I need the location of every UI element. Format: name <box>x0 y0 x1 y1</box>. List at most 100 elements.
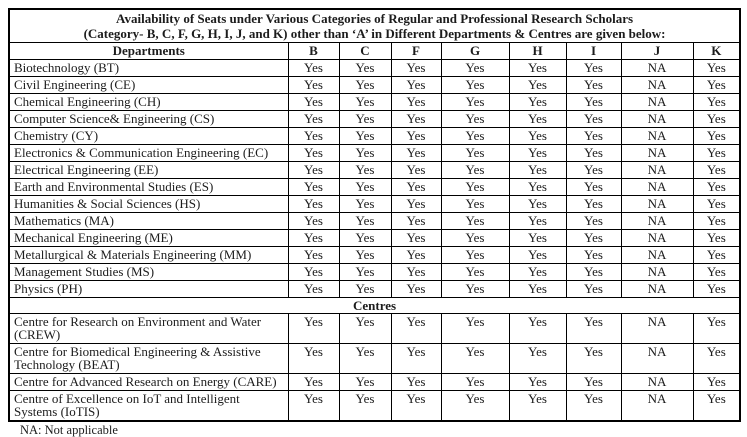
column-header-k: K <box>692 42 741 60</box>
availability-cell-f: Yes <box>390 212 442 230</box>
department-row: Management Studies (MS) Yes Yes Yes Yes Yes Ye… <box>8 263 741 281</box>
availability-cell-b: Yes <box>287 127 340 145</box>
availability-cell-f: Yes <box>390 195 442 213</box>
availability-cell-g: Yes <box>440 373 510 391</box>
availability-cell-i: Yes <box>565 313 622 344</box>
department-name-cell: Chemical Engineering (CH) <box>8 93 289 111</box>
availability-cell-k: Yes <box>692 195 741 213</box>
availability-cell-i: Yes <box>565 263 622 281</box>
centres-section-row: Centres <box>8 297 741 314</box>
availability-cell-b: Yes <box>287 110 340 128</box>
availability-cell-k: Yes <box>692 76 741 94</box>
department-row: Chemical Engineering (CH) Yes Yes Yes Yes Yes… <box>8 93 741 111</box>
availability-cell-c: Yes <box>338 246 392 264</box>
availability-cell-h: Yes <box>508 263 567 281</box>
availability-cell-i: Yes <box>565 161 622 179</box>
availability-cell-j: NA <box>620 229 694 247</box>
availability-cell-j: NA <box>620 343 694 374</box>
availability-cell-i: Yes <box>565 280 622 298</box>
availability-cell-g: Yes <box>440 343 510 374</box>
centre-row: Centre for Advanced Research on Energy (… <box>8 373 741 391</box>
availability-cell-j: NA <box>620 195 694 213</box>
availability-cell-f: Yes <box>390 110 442 128</box>
department-row: Metallurgical & Materials Engineering (M… <box>8 246 741 264</box>
availability-cell-g: Yes <box>440 161 510 179</box>
centre-row: Centre for Biomedical Engineering & Assi… <box>8 343 741 374</box>
availability-cell-k: Yes <box>692 93 741 111</box>
availability-cell-b: Yes <box>287 246 340 264</box>
availability-cell-f: Yes <box>390 280 442 298</box>
availability-cell-j: NA <box>620 59 694 77</box>
title-row: Availability of Seats under Various Cate… <box>8 8 741 43</box>
availability-cell-f: Yes <box>390 93 442 111</box>
availability-cell-g: Yes <box>440 110 510 128</box>
availability-cell-i: Yes <box>565 373 622 391</box>
availability-cell-b: Yes <box>287 212 340 230</box>
availability-cell-f: Yes <box>390 263 442 281</box>
department-name-cell: Mechanical Engineering (ME) <box>8 229 289 247</box>
column-header-g: G <box>440 42 510 60</box>
availability-cell-k: Yes <box>692 161 741 179</box>
availability-cell-k: Yes <box>692 313 741 344</box>
department-row: Civil Engineering (CE) Yes Yes Yes Yes Yes Yes… <box>8 76 741 94</box>
availability-cell-g: Yes <box>440 313 510 344</box>
availability-cell-f: Yes <box>390 343 442 374</box>
column-header-f: F <box>390 42 442 60</box>
availability-cell-h: Yes <box>508 343 567 374</box>
availability-cell-c: Yes <box>338 110 392 128</box>
centres-section-label: Centres <box>8 297 741 314</box>
department-name-cell: Humanities & Social Sciences (HS) <box>8 195 289 213</box>
availability-cell-c: Yes <box>338 161 392 179</box>
department-name-cell: Electronics & Communication Engineering … <box>8 144 289 162</box>
department-name-cell: Computer Science& Engineering (CS) <box>8 110 289 128</box>
department-row: Biotechnology (BT) Yes Yes Yes Yes Yes Yes NA Ye… <box>8 59 741 77</box>
availability-cell-c: Yes <box>338 263 392 281</box>
availability-cell-c: Yes <box>338 178 392 196</box>
availability-cell-h: Yes <box>508 76 567 94</box>
department-row: Mathematics (MA) Yes Yes Yes Yes Yes Yes NA Yes <box>8 212 741 230</box>
availability-cell-f: Yes <box>390 313 442 344</box>
availability-cell-i: Yes <box>565 93 622 111</box>
column-header-departments: Departments <box>8 42 289 60</box>
availability-cell-i: Yes <box>565 127 622 145</box>
availability-cell-k: Yes <box>692 263 741 281</box>
availability-cell-k: Yes <box>692 246 741 264</box>
availability-cell-h: Yes <box>508 59 567 77</box>
availability-cell-f: Yes <box>390 373 442 391</box>
availability-cell-b: Yes <box>287 195 340 213</box>
department-row: Mechanical Engineering (ME) Yes Yes Yes Yes Y… <box>8 229 741 247</box>
department-name-cell: Earth and Environmental Studies (ES) <box>8 178 289 196</box>
availability-cell-f: Yes <box>390 161 442 179</box>
availability-cell-f: Yes <box>390 144 442 162</box>
availability-cell-k: Yes <box>692 373 741 391</box>
availability-cell-k: Yes <box>692 59 741 77</box>
department-name-cell: Mathematics (MA) <box>8 212 289 230</box>
availability-cell-j: NA <box>620 144 694 162</box>
availability-cell-f: Yes <box>390 127 442 145</box>
department-row: Computer Science& Engineering (CS) Yes Yes… <box>8 110 741 128</box>
availability-cell-h: Yes <box>508 110 567 128</box>
availability-cell-h: Yes <box>508 373 567 391</box>
availability-cell-g: Yes <box>440 178 510 196</box>
availability-cell-f: Yes <box>390 59 442 77</box>
availability-cell-h: Yes <box>508 127 567 145</box>
department-name-cell: Metallurgical & Materials Engineering (M… <box>8 246 289 264</box>
department-name-cell: Biotechnology (BT) <box>8 59 289 77</box>
availability-cell-i: Yes <box>565 246 622 264</box>
availability-cell-j: NA <box>620 212 694 230</box>
department-row: Chemistry (CY) Yes Yes Yes Yes Yes Yes NA Yes <box>8 127 741 145</box>
availability-cell-j: NA <box>620 110 694 128</box>
centre-name-cell: Centre for Biomedical Engineering & Assi… <box>8 343 289 374</box>
availability-cell-g: Yes <box>440 76 510 94</box>
availability-cell-h: Yes <box>508 229 567 247</box>
availability-cell-i: Yes <box>565 59 622 77</box>
centre-name-cell: Centre for Research on Environment and W… <box>8 313 289 344</box>
column-header-c: C <box>338 42 392 60</box>
availability-cell-h: Yes <box>508 93 567 111</box>
column-header-i: I <box>565 42 622 60</box>
availability-cell-b: Yes <box>287 59 340 77</box>
availability-cell-b: Yes <box>287 93 340 111</box>
availability-cell-j: NA <box>620 93 694 111</box>
seat-availability-table: Availability of Seats under Various Cate… <box>8 8 742 422</box>
availability-cell-g: Yes <box>440 144 510 162</box>
